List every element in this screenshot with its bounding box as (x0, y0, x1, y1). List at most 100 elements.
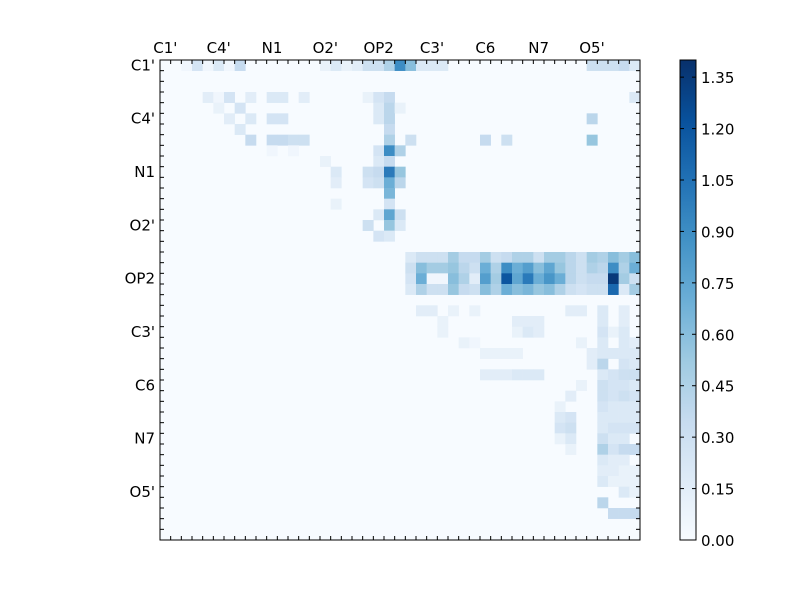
heatmap-cell (629, 422, 641, 434)
colorbar-tick-label: 0.75 (701, 275, 734, 293)
heatmap-cell (629, 358, 641, 370)
heatmap-cell (554, 433, 566, 445)
heatmap-cell (576, 262, 587, 274)
y-tick-label: C1' (131, 56, 155, 74)
heatmap-cell (224, 92, 235, 103)
heatmap-cell (458, 337, 470, 349)
colorbar-tick-label: 0.90 (701, 223, 734, 241)
heatmap-cell (554, 422, 566, 434)
heatmap-cell (298, 134, 310, 146)
heatmap-cell (437, 273, 449, 285)
heatmap-cell (394, 220, 406, 231)
y-tick-label: O2' (130, 216, 155, 234)
heatmap-cell (469, 284, 481, 295)
heatmap-cell (277, 113, 289, 125)
heatmap-cell (586, 284, 598, 295)
heatmap-cell (618, 412, 630, 423)
heatmap-cell (522, 252, 534, 263)
y-tick-label: OP2 (125, 270, 155, 288)
heatmap-cell (405, 134, 417, 146)
heatmap-cell (618, 476, 630, 487)
heatmap-cell (522, 273, 534, 285)
heatmap-cell (437, 252, 449, 263)
heatmap-cell (597, 60, 609, 71)
heatmap-cell (565, 262, 577, 274)
heatmap-cell (533, 252, 545, 263)
heatmap-cell (512, 369, 523, 381)
heatmap-cell (501, 273, 513, 285)
heatmap-cell (618, 337, 630, 349)
heatmap-cell (554, 284, 566, 295)
axis-ticks (160, 60, 640, 540)
heatmap-cell (618, 358, 630, 370)
heatmap-cell (384, 156, 395, 167)
heatmap-cell (629, 369, 641, 381)
heatmap-cell (618, 273, 630, 285)
heatmap-cell (298, 92, 310, 103)
x-tick-label: C1' (153, 39, 177, 57)
heatmap-cell (618, 401, 630, 413)
heatmap-cell (629, 60, 641, 71)
heatmap-cell (373, 177, 385, 189)
heatmap-cell (501, 284, 513, 295)
heatmap-cell (362, 166, 374, 178)
heatmap-cell (565, 305, 577, 317)
heatmap-cell (565, 284, 577, 295)
heatmap-cell (544, 273, 555, 285)
heatmap-cell (618, 508, 630, 519)
heatmap-cell (608, 369, 619, 381)
heatmap-cell (597, 454, 609, 466)
heatmap-cell (458, 273, 470, 285)
heatmap-cell (608, 412, 619, 423)
heatmap-cell (437, 284, 449, 295)
heatmap-cell (480, 252, 491, 263)
heatmap-cell (384, 113, 395, 125)
heatmap-cell (448, 305, 459, 317)
heatmap-cell (469, 252, 481, 263)
heatmap-cell (266, 134, 278, 146)
heatmap-cell (608, 433, 619, 445)
colorbar-tick-label: 1.20 (701, 121, 734, 139)
heatmap-cell (597, 380, 609, 391)
heatmap-cell (437, 326, 449, 338)
heatmap-cell (586, 60, 598, 71)
heatmap-cell (618, 422, 630, 434)
heatmap-cell (266, 92, 278, 103)
heatmap-cell (618, 444, 630, 455)
heatmap-cell (394, 145, 406, 157)
heatmap-cell (352, 60, 363, 71)
heatmap-cell (277, 92, 289, 103)
heatmap-cell (576, 337, 587, 349)
y-tick-label: C6 (135, 376, 155, 394)
heatmap-cell (618, 284, 630, 295)
y-tick-label: N7 (134, 430, 155, 448)
heatmap-cell (234, 102, 246, 114)
heatmap-cell (618, 454, 630, 466)
heatmap-cell (608, 380, 619, 391)
heatmap-cell (618, 465, 630, 477)
heatmap-cell (426, 60, 438, 71)
heatmap-cell (405, 284, 417, 295)
heatmap-cell (608, 454, 619, 466)
heatmap-cell (373, 102, 385, 114)
heatmap-cell (608, 60, 619, 71)
x-tick-label: OP2 (363, 39, 393, 57)
heatmap-cell (608, 465, 619, 477)
heatmap-cell (213, 60, 225, 71)
heatmap-cell (629, 390, 641, 402)
heatmap-cell (501, 252, 513, 263)
heatmap-cell (224, 113, 235, 125)
heatmap-cell (448, 262, 459, 274)
heatmap-cell (330, 166, 342, 178)
heatmap-cell (597, 476, 609, 487)
heatmap-cell (608, 390, 619, 402)
heatmap-cell (533, 284, 545, 295)
heatmap-cell (234, 124, 246, 135)
colorbar-tick-label: 0.30 (701, 429, 734, 447)
heatmap-cell (373, 92, 385, 103)
heatmap-cell (213, 102, 225, 114)
heatmap-cell (245, 92, 257, 103)
heatmap-cell (608, 348, 619, 359)
heatmap-cell (597, 305, 609, 317)
plot-frame (159, 59, 641, 541)
